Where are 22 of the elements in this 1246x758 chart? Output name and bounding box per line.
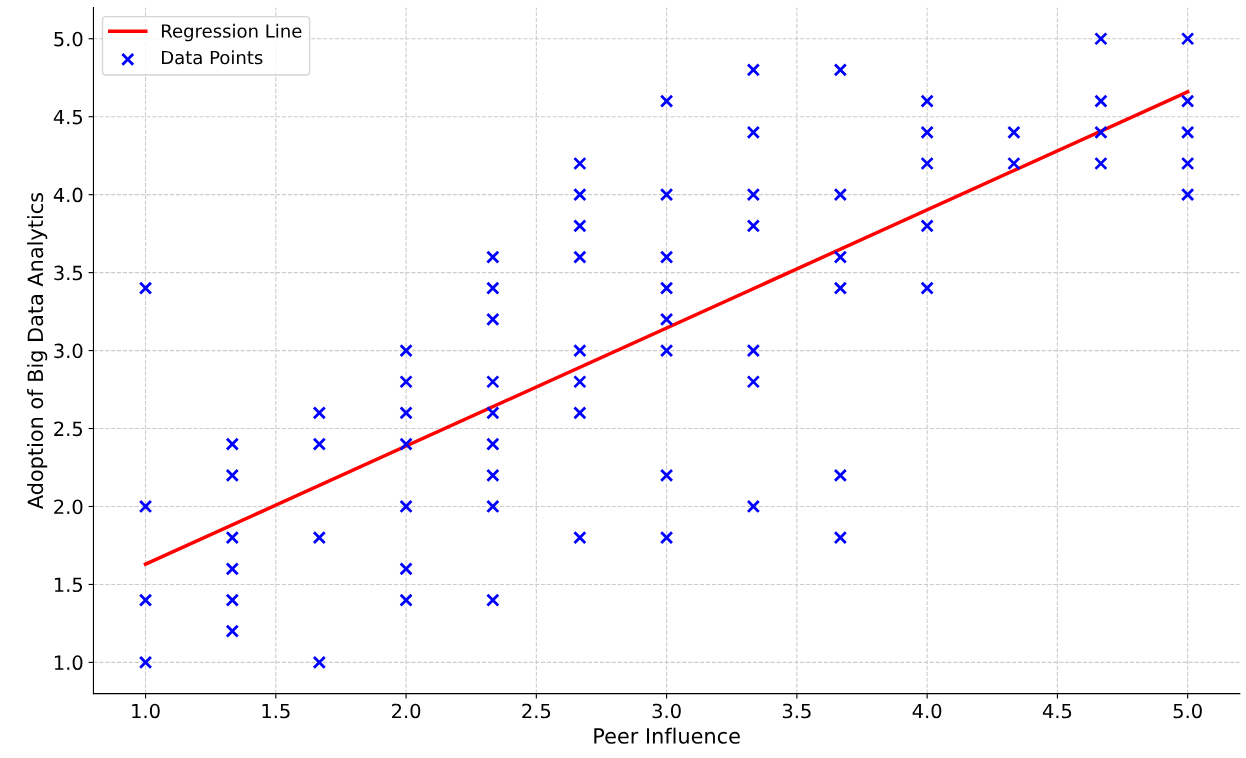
x-axis-title: Peer Influence [594, 727, 740, 744]
y-tick-label: 2.5 [54, 421, 83, 437]
legend-label: Data Points [162, 50, 263, 65]
y-tick-label: 4.0 [53, 187, 83, 203]
y-tick-label: 3.0 [54, 343, 83, 359]
y-tick-label: 3.5 [54, 265, 83, 281]
x-tick-label: 1.5 [262, 703, 290, 719]
x-tick-label: 4.0 [912, 703, 942, 719]
x-tick-label: 1.0 [132, 703, 160, 719]
x-tick-label: 4.5 [1042, 703, 1072, 719]
y-tick-label: 1.0 [54, 655, 83, 671]
x-tick-label: 3.5 [782, 703, 811, 719]
y-tick-label: 2.0 [54, 499, 83, 515]
y-axis-title: Adoption of Big Data Analytics [27, 192, 48, 510]
x-tick-label: 2.5 [522, 703, 551, 719]
x-tick-label: 5.0 [1173, 703, 1202, 719]
y-tick-label: 1.5 [54, 577, 83, 593]
y-tick-label: 5.0 [54, 31, 83, 47]
x-tick-label: 3.0 [652, 703, 681, 719]
legend-label: Regression Line [162, 23, 302, 42]
y-tick-label: 4.5 [53, 109, 83, 125]
x-tick-label: 2.0 [392, 703, 421, 719]
